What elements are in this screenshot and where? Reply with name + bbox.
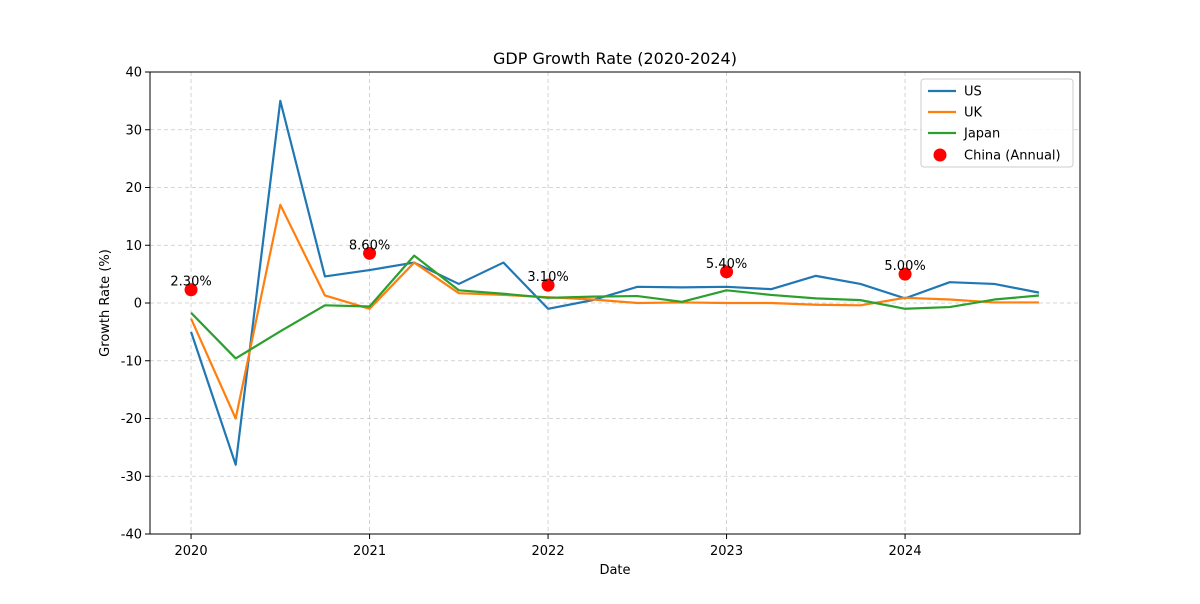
series-lines xyxy=(190,99,1040,466)
x-tick-label: 2020 xyxy=(175,544,208,559)
y-tick-label: 20 xyxy=(125,181,142,196)
y-tick-label: -10 xyxy=(121,354,142,369)
x-tick-label: 2021 xyxy=(353,544,386,559)
legend-label-china: China (Annual) xyxy=(964,149,1061,164)
x-axis-label: Date xyxy=(599,563,630,578)
series-line-uk xyxy=(190,203,1039,420)
y-axis-label: Growth Rate (%) xyxy=(98,249,113,357)
china-annual-points: 2.30% 8.60% 3.10% 5.40% 5.00% xyxy=(170,238,926,297)
china-annual-point xyxy=(541,278,555,292)
y-tick-label: 10 xyxy=(125,239,142,254)
chart-title: GDP Growth Rate (2020-2024) xyxy=(493,49,737,68)
y-tick-label: 30 xyxy=(125,123,142,138)
legend-label-uk: UK xyxy=(964,106,983,121)
axis-ticks: -40 -30 -20 -10 0 10 20 30 40 2020 2021 2022 2023 202… xyxy=(121,66,922,560)
y-tick-label: -20 xyxy=(121,412,142,427)
china-annual-point xyxy=(898,267,912,281)
y-tick-label: -30 xyxy=(121,470,142,485)
y-tick-label: 0 xyxy=(134,297,142,312)
legend-label-japan: Japan xyxy=(963,127,1000,142)
legend: US UK Japan China (Annual) xyxy=(920,78,1074,168)
x-tick-label: 2023 xyxy=(710,544,743,559)
x-tick-label: 2022 xyxy=(532,544,565,559)
y-tick-label: 40 xyxy=(125,66,142,81)
china-annual-value-label: 5.40% xyxy=(706,257,747,272)
legend-label-us: US xyxy=(964,85,982,100)
china-annual-value-label: 2.30% xyxy=(170,275,211,290)
china-annual-value-label: 8.60% xyxy=(349,238,390,253)
china-annual-value-label: 5.00% xyxy=(884,259,925,274)
china-annual-point xyxy=(720,265,734,279)
china-annual-value-label: 3.10% xyxy=(527,270,568,285)
y-tick-label: -40 xyxy=(121,528,142,543)
china-annual-point xyxy=(184,283,198,297)
legend-swatch-china xyxy=(933,148,947,162)
china-annual-point xyxy=(363,246,377,260)
series-line-us xyxy=(190,99,1040,466)
legend-box xyxy=(920,78,1074,168)
x-tick-label: 2024 xyxy=(889,544,922,559)
series-line-japan xyxy=(190,254,1040,360)
